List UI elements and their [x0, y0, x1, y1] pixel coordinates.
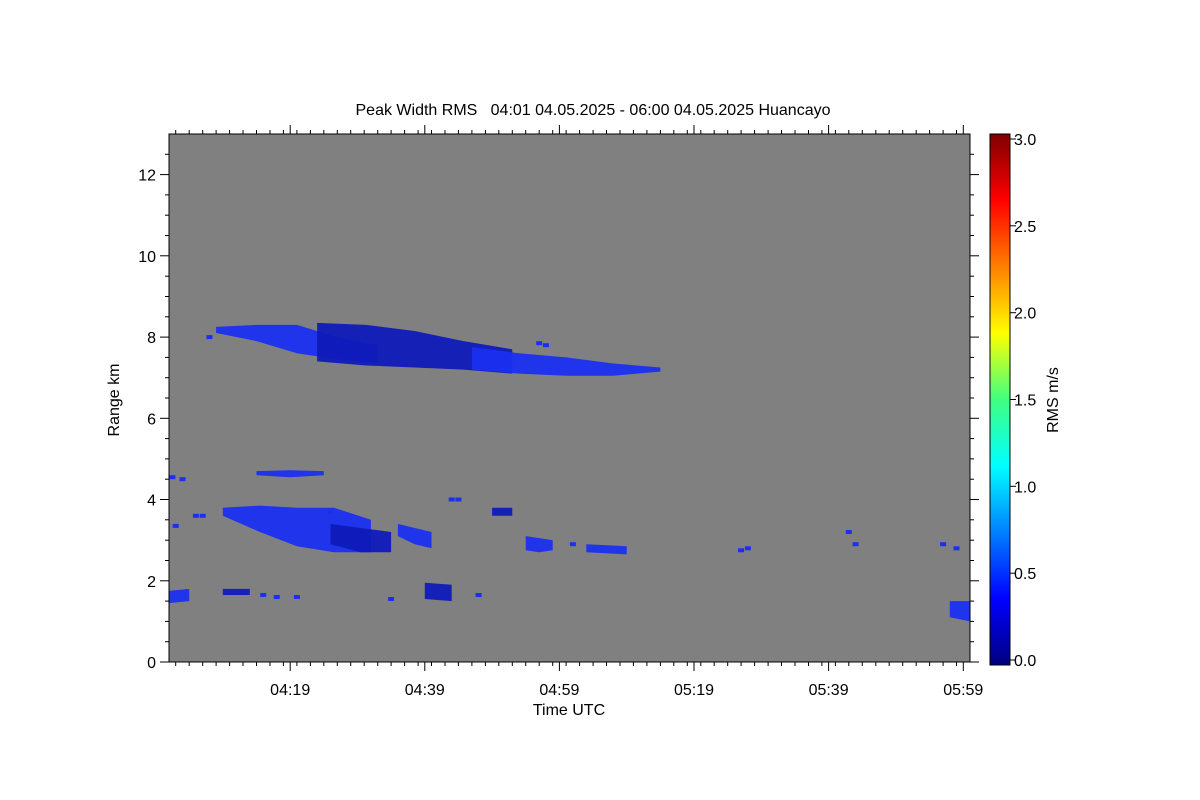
y-tick-label: 6: [147, 411, 156, 428]
colorbar-label: RMS m/s: [1045, 367, 1062, 433]
x-tick-label: 05:39: [809, 682, 849, 699]
echo-point: [738, 548, 745, 553]
colorbar: 0.0 0.5 1.0 1.5 2.0 2.5 3.0 RMS m/s: [989, 132, 1062, 670]
y-axis-label: Range km: [106, 364, 123, 437]
colorbar-tick-label: 2.0: [1014, 306, 1036, 323]
y-minor-ticks: [165, 153, 974, 643]
echo-region: [525, 536, 553, 553]
x-tick-label: 04:39: [405, 682, 445, 699]
echo-point: [206, 335, 213, 340]
echo-point: [852, 542, 859, 547]
echo-point: [744, 546, 751, 551]
echo-point: [455, 497, 462, 502]
echo-point: [953, 546, 960, 551]
echo-region: [424, 582, 452, 602]
echo-point: [260, 593, 267, 597]
y-tick-label: 10: [138, 249, 156, 266]
colorbar-tick-label: 1.5: [1014, 393, 1036, 410]
echo-point: [845, 530, 852, 534]
y-tick-label: 2: [147, 574, 156, 591]
echo-region: [949, 601, 970, 622]
echo-region: [222, 588, 250, 595]
plot-area: [168, 133, 971, 663]
colorbar-gradient: [989, 133, 1011, 666]
echo-region: [256, 470, 324, 478]
echo-point: [448, 497, 455, 502]
colorbar-tick-label: 1.0: [1014, 479, 1036, 496]
echo-point: [169, 475, 176, 480]
echo-point: [172, 523, 179, 528]
chart-title: Peak Width RMS 04:01 04.05.2025 - 06:00 …: [356, 102, 831, 119]
x-tick-label: 05:59: [943, 682, 983, 699]
echo-point: [293, 595, 300, 599]
echo-point: [273, 595, 280, 599]
echo-point: [536, 341, 543, 346]
echo-region: [397, 523, 432, 549]
y-tick-label: 12: [138, 168, 156, 185]
echo-point: [388, 597, 395, 601]
y-tick-label: 8: [147, 330, 156, 347]
x-axis-label: Time UTC: [533, 702, 605, 719]
x-tick-label: 05:19: [674, 682, 714, 699]
echo-region: [471, 347, 661, 376]
echo-point: [569, 542, 576, 547]
echo-region: [169, 588, 190, 604]
echo-point: [327, 509, 334, 514]
echo-point: [475, 593, 482, 597]
plot-background: [169, 134, 970, 662]
y-tick-label: 4: [147, 493, 156, 510]
echo-point: [192, 513, 199, 518]
echo-point: [940, 542, 947, 547]
echo-region: [317, 322, 513, 374]
echo-point: [542, 343, 549, 348]
colorbar-tick-label: 2.5: [1014, 219, 1036, 236]
y-major-ticks: 0 2 4 6 8 10 12: [138, 168, 979, 672]
radar-echo-layer: [169, 322, 970, 622]
echo-point: [199, 513, 206, 518]
echo-region: [586, 544, 627, 555]
x-tick-label: 04:19: [270, 682, 310, 699]
colorbar-ticks: 0.0 0.5 1.0 1.5 2.0 2.5 3.0: [1010, 132, 1036, 670]
colorbar-tick-label: 3.0: [1014, 132, 1036, 149]
echo-region: [330, 523, 392, 553]
x-tick-label: 04:59: [539, 682, 579, 699]
x-minor-ticks: [175, 130, 957, 666]
echo-point: [179, 477, 186, 482]
colorbar-tick-label: 0.0: [1014, 653, 1036, 670]
x-major-ticks: 04:19 04:39 04:59 05:19 05:39 05:59: [270, 125, 983, 699]
colorbar-tick-label: 0.5: [1014, 566, 1036, 583]
echo-region: [492, 507, 513, 516]
y-tick-label: 0: [147, 655, 156, 672]
